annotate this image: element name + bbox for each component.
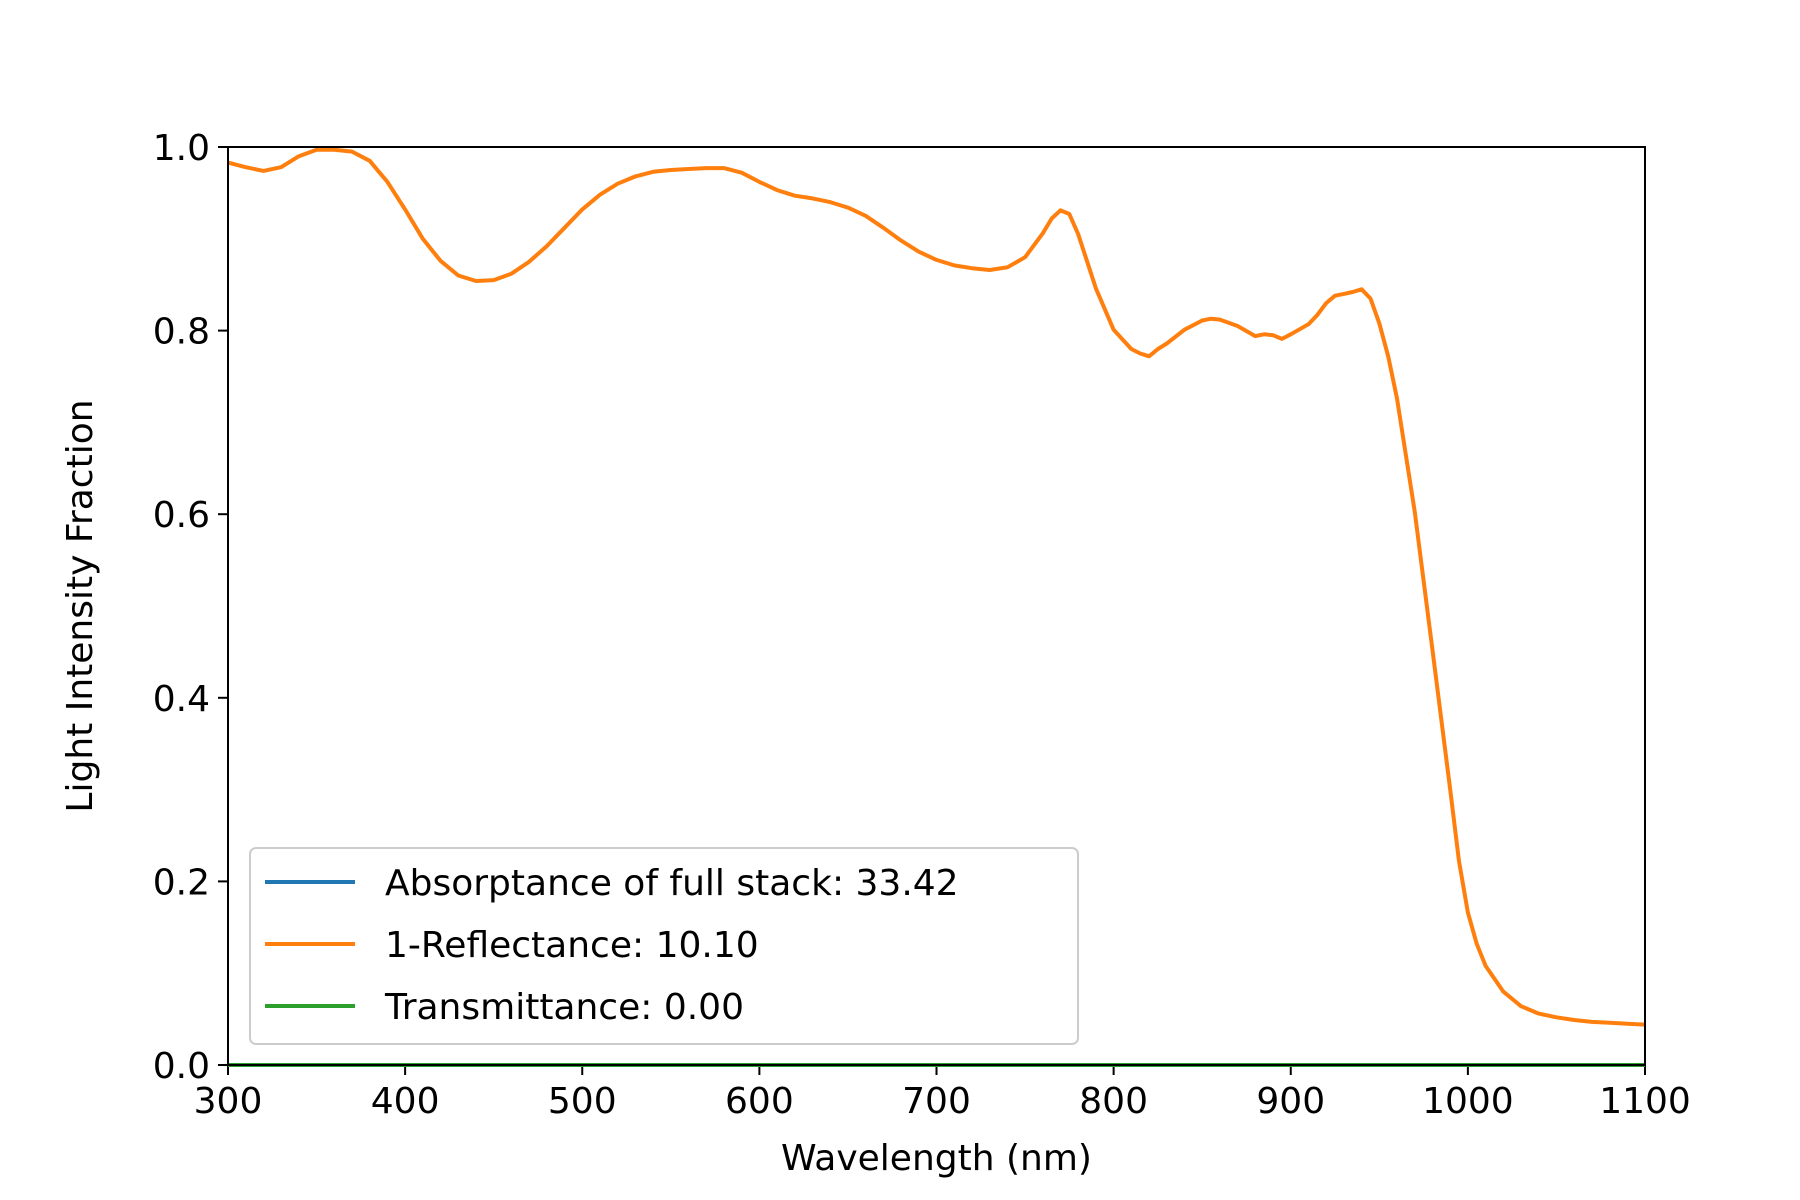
legend-label-reflectance: 1-Reflectance: 10.10	[385, 925, 759, 966]
y-tick-label: 0.0	[153, 1046, 210, 1087]
y-tick-label: 0.8	[153, 312, 210, 353]
y-tick-label: 0.6	[153, 495, 210, 536]
x-tick-label: 500	[548, 1081, 617, 1122]
x-tick-label: 800	[1079, 1081, 1148, 1122]
x-tick-label: 600	[725, 1081, 794, 1122]
x-tick-label: 400	[371, 1081, 440, 1122]
y-tick-label: 0.4	[153, 679, 210, 720]
x-axis-ticks: 300 400 500 600 700 800 900 1000 1100	[194, 1065, 1691, 1122]
x-tick-label: 300	[194, 1081, 263, 1122]
legend-label-absorptance: Absorptance of full stack: 33.42	[385, 863, 959, 904]
x-tick-label: 900	[1256, 1081, 1325, 1122]
y-axis-ticks: 0.0 0.2 0.4 0.6 0.8 1.0	[153, 128, 228, 1087]
y-axis-label: Light Intensity Fraction	[60, 399, 101, 812]
x-axis-label: Wavelength (nm)	[781, 1138, 1092, 1179]
x-tick-label: 1000	[1422, 1081, 1514, 1122]
y-tick-label: 0.2	[153, 862, 210, 903]
plot-area-frame	[227, 146, 1646, 1066]
legend: Absorptance of full stack: 33.42 1-Refle…	[249, 847, 1079, 1045]
y-tick-label: 1.0	[153, 128, 210, 169]
x-tick-label: 700	[902, 1081, 971, 1122]
legend-box	[249, 847, 1079, 1045]
x-tick-label: 1100	[1599, 1081, 1691, 1122]
legend-label-transmittance: Transmittance: 0.00	[384, 987, 744, 1028]
series-line-reflectance	[227, 147, 1646, 1027]
